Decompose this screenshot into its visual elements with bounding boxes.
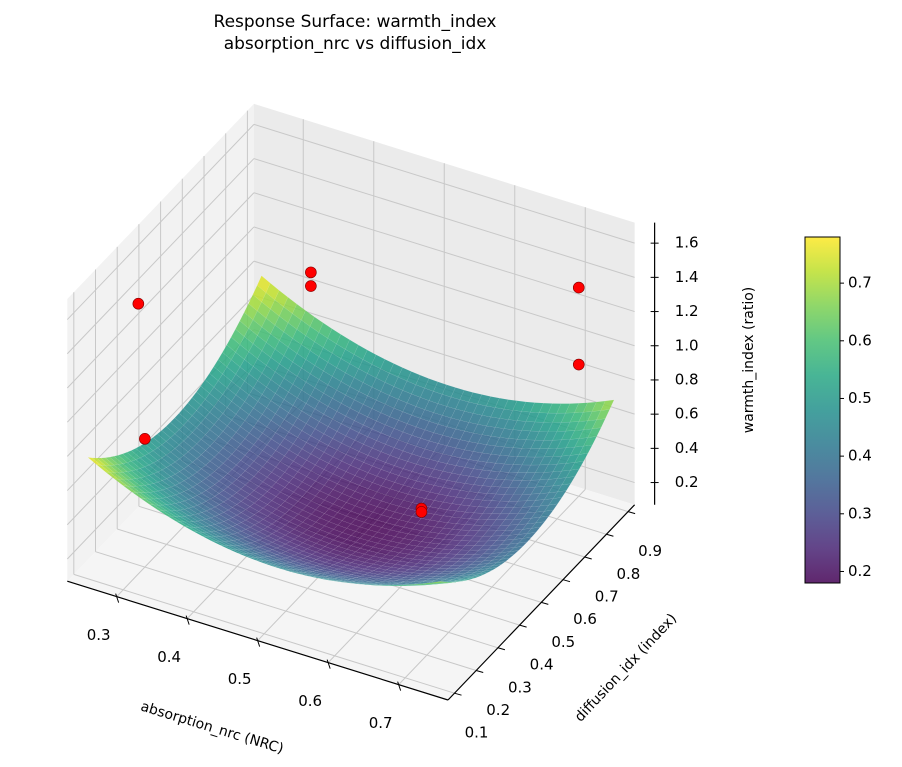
y-tick-label: 0.1 xyxy=(465,724,489,742)
z-tick-label: 1.6 xyxy=(675,234,699,252)
x-tick-label: 0.4 xyxy=(157,648,181,666)
y-tick-label: 0.8 xyxy=(616,565,640,583)
x-tick xyxy=(115,593,120,603)
z-tick-label: 0.6 xyxy=(675,405,699,423)
y-tick-label: 0.4 xyxy=(530,656,554,674)
gridline xyxy=(253,294,635,415)
gridline xyxy=(117,528,499,649)
gridline xyxy=(66,124,255,320)
x-axis-label: absorption_nrc (NRC) xyxy=(139,699,286,758)
colorbar-tick-label: 0.7 xyxy=(848,274,872,292)
x-tick-label: 0.7 xyxy=(369,714,393,732)
chart-subtitle: absorption_nrc vs diffusion_idx xyxy=(223,34,487,54)
x-tick-label: 0.5 xyxy=(228,670,252,688)
gridline xyxy=(73,573,455,694)
data-point xyxy=(139,433,151,445)
y-tick-label: 0.6 xyxy=(573,610,597,628)
z-tick-label: 0.8 xyxy=(675,370,699,388)
z-tick-label: 0.4 xyxy=(675,439,699,457)
gridline xyxy=(66,226,255,423)
surface-patch xyxy=(431,581,445,584)
y-tick-label: 0.2 xyxy=(486,701,510,719)
y-tick xyxy=(497,647,506,651)
z-axis-label: warmth_index (ratio) xyxy=(741,287,757,434)
gridline xyxy=(253,192,635,313)
surface-patch xyxy=(557,483,572,493)
y-tick-label: 0.7 xyxy=(595,587,619,605)
surface-patch xyxy=(596,409,611,421)
x-tick xyxy=(397,681,402,691)
colorbar-tick-label: 0.5 xyxy=(848,389,872,407)
y-tick xyxy=(606,533,614,537)
x-tick xyxy=(185,615,190,625)
y-tick xyxy=(541,601,549,605)
colorbar xyxy=(804,236,841,584)
data-point xyxy=(305,266,317,279)
gridline xyxy=(253,123,635,244)
z-tick-label: 0.2 xyxy=(675,473,699,491)
y-tick xyxy=(562,579,571,583)
gridline xyxy=(66,192,255,389)
data-point xyxy=(415,506,428,518)
x-tick xyxy=(326,659,331,669)
gridline xyxy=(95,551,477,671)
colorbar-tick-label: 0.2 xyxy=(848,562,872,580)
y-tick-label: 0.3 xyxy=(508,678,532,696)
colorbar-tick-label: 0.3 xyxy=(848,504,872,522)
gridline xyxy=(253,226,635,347)
gridline xyxy=(253,158,635,278)
x-tick-label: 0.3 xyxy=(87,626,111,644)
x-tick-label: 0.6 xyxy=(298,692,322,710)
data-point xyxy=(305,280,317,292)
data-point xyxy=(572,358,585,371)
gridline xyxy=(66,158,255,355)
y-tick xyxy=(454,692,462,696)
y-tick xyxy=(519,624,527,628)
gridline xyxy=(253,260,635,381)
x-tick xyxy=(256,637,261,647)
z-tick-label: 1.0 xyxy=(675,336,699,354)
z-tick-label: 1.4 xyxy=(675,268,699,286)
y-tick xyxy=(627,511,636,515)
chart-title: Response Surface: warmth_index xyxy=(213,12,497,32)
data-point xyxy=(132,297,145,310)
y-tick-label: 0.9 xyxy=(638,542,662,560)
y-tick xyxy=(584,556,592,560)
y-tick-label: 0.5 xyxy=(551,633,575,651)
gridline xyxy=(66,260,255,457)
y-tick xyxy=(476,670,484,673)
z-tick-label: 1.2 xyxy=(675,302,699,320)
colorbar-tick-label: 0.4 xyxy=(848,447,872,465)
data-point xyxy=(572,281,585,294)
colorbar-tick-label: 0.6 xyxy=(848,331,872,349)
